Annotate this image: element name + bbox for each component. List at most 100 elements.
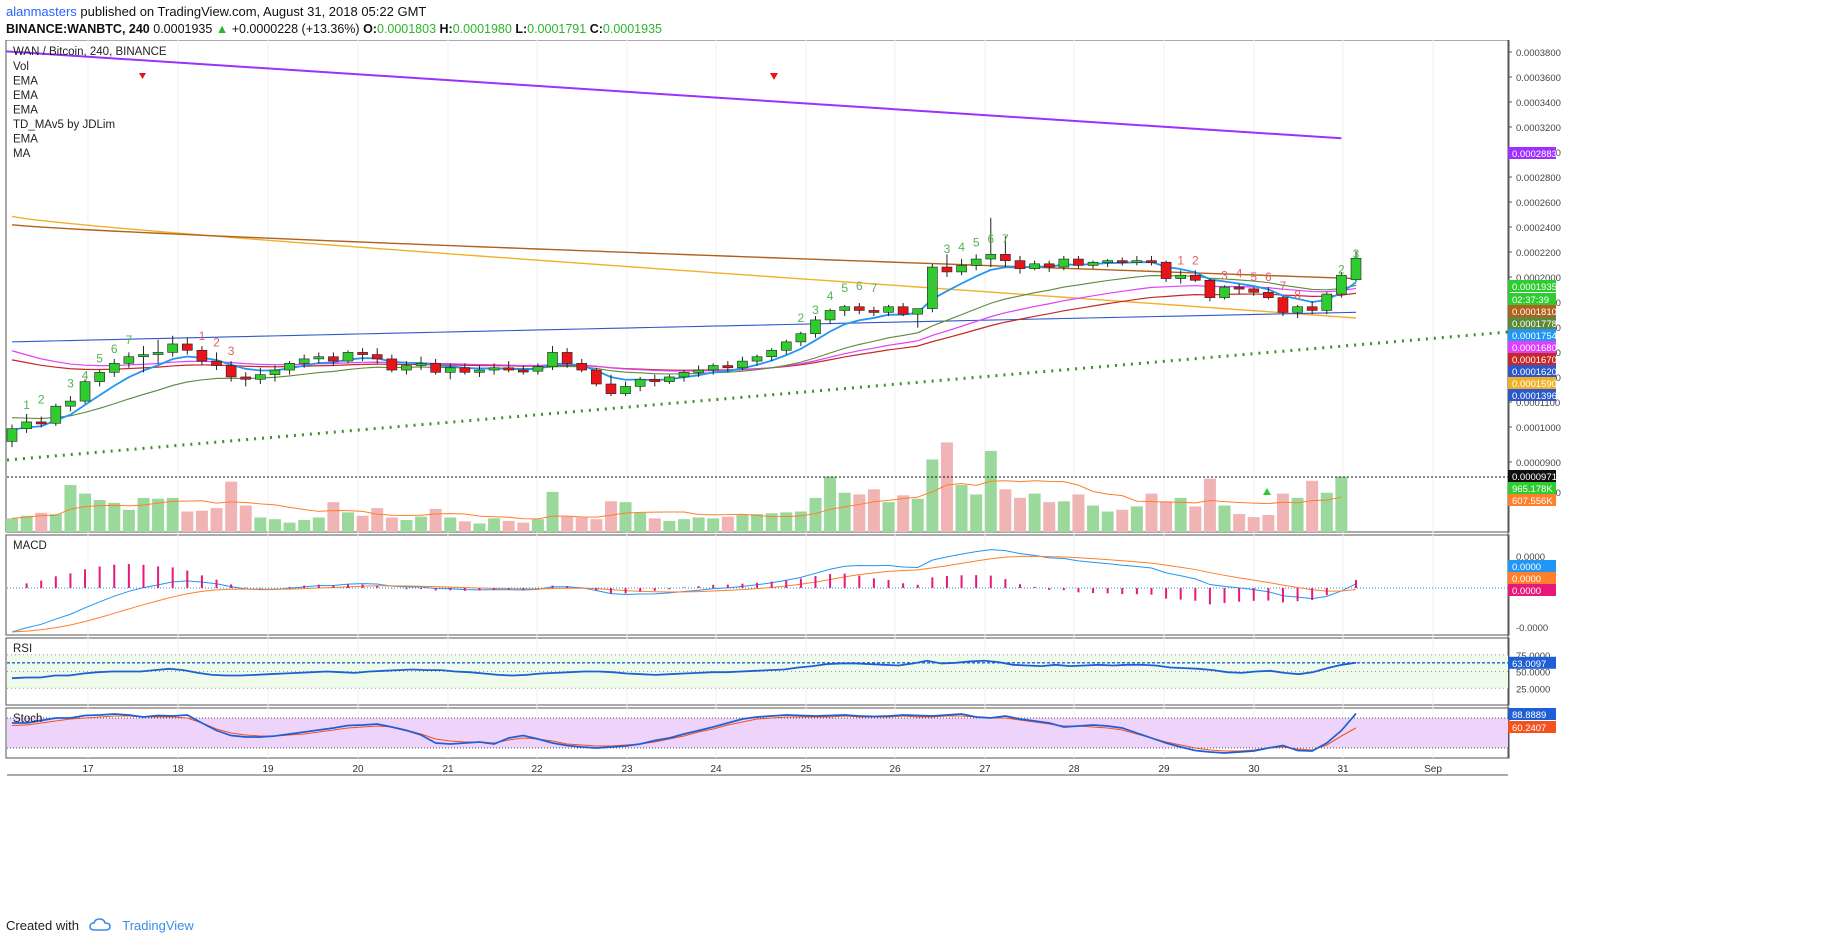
legend-item: MA	[13, 148, 31, 160]
td-count-up: 2	[798, 311, 805, 325]
volume-bar	[882, 502, 895, 532]
candle-body	[401, 365, 412, 371]
volume-bar	[517, 522, 530, 532]
volume-bar	[458, 521, 471, 532]
volume-bar	[152, 498, 165, 532]
price-badge-text: 0.0002883	[1512, 149, 1557, 160]
price-badge-text: 0.0000971	[1512, 472, 1557, 483]
volume-bar	[1160, 501, 1173, 532]
price-tick-label: 0.0000900	[1516, 458, 1561, 469]
td-count-up: 7	[126, 333, 133, 347]
volume-bar	[356, 515, 369, 532]
volume-bar	[400, 520, 413, 532]
volume-bar	[634, 512, 647, 532]
ema-purple-line	[5, 50, 1342, 140]
publish-header: alanmasters published on TradingView.com…	[6, 4, 426, 20]
rsi-badge-text: 63.0097	[1512, 659, 1546, 670]
author-link[interactable]: alanmasters	[6, 4, 77, 19]
volume-bar	[93, 500, 106, 532]
volume-bar	[648, 518, 661, 532]
candle-body	[196, 349, 208, 362]
x-tick-label: 21	[442, 764, 454, 775]
x-tick-label: Sep	[1424, 764, 1442, 775]
macd-badge	[1508, 584, 1556, 596]
volume-bar	[1028, 493, 1041, 532]
candle-body	[722, 365, 734, 369]
stoch-badge	[1508, 708, 1556, 720]
volume-bar	[1087, 505, 1100, 532]
tradingview-link[interactable]: TradingView	[122, 918, 194, 933]
candle-body	[1116, 260, 1128, 263]
price-tick-label: 0.0003200	[1516, 123, 1561, 134]
price-tick-label: 0.0002800	[1516, 173, 1561, 184]
candle-body	[941, 266, 953, 273]
volume-bar	[897, 495, 910, 532]
ema-orange-line	[11, 215, 1357, 319]
volume-bar	[502, 520, 515, 532]
td-count-up: 1	[23, 398, 30, 412]
candle-body	[444, 367, 456, 373]
tradingview-cloud-icon[interactable]	[88, 918, 111, 935]
candle-body	[342, 352, 354, 362]
candle-body	[1248, 288, 1260, 293]
td-count-up: 2	[1338, 263, 1345, 277]
candle-body	[678, 372, 690, 378]
candle-body	[532, 366, 544, 372]
candle-body	[182, 343, 193, 351]
candle-body	[620, 386, 631, 394]
candle-body	[912, 308, 924, 315]
candle-body	[854, 306, 865, 311]
up-arrow-icon: ▲	[215, 22, 229, 36]
candle-body	[94, 372, 105, 382]
stoch-k-line	[12, 712, 1357, 754]
volume-bar	[619, 502, 632, 532]
chart-area[interactable]: 17 18 19 20 21 22 23 24 25 26 27 28 29 30 31 Sep 0.00038…	[0, 39, 1828, 890]
candle-body	[298, 358, 310, 364]
price-badge	[1508, 470, 1556, 482]
td-count-down: 7	[1280, 279, 1287, 293]
created-with-text: Created with	[6, 918, 79, 933]
volume-bar	[780, 512, 793, 532]
candle-body	[50, 405, 62, 424]
low-label: L:	[515, 22, 528, 36]
candle-body	[255, 374, 266, 380]
candle-body	[518, 369, 529, 373]
price-badge-text: 0.0001810	[1512, 307, 1557, 318]
volume-bar	[385, 517, 398, 532]
price-badge	[1508, 365, 1556, 377]
stoch-band	[7, 718, 1508, 748]
volume-bar	[210, 508, 223, 532]
candle-body	[766, 349, 777, 358]
volume-bar	[35, 512, 48, 532]
x-tick-label: 22	[531, 764, 543, 775]
volume-bar	[1057, 501, 1070, 532]
volume-bar	[283, 522, 296, 532]
price-tick-label: 0.0002200	[1516, 248, 1561, 259]
candle-body	[474, 369, 485, 373]
volume-bar	[342, 512, 354, 532]
volume-bar	[736, 514, 749, 532]
volume-bar	[1218, 505, 1231, 532]
candle-body	[810, 319, 821, 335]
x-tick-label: 30	[1248, 764, 1260, 775]
price-badge-text: 0.0001754	[1512, 331, 1557, 342]
candle-body	[956, 265, 967, 273]
candle-body	[634, 378, 646, 387]
x-tick-label: 24	[710, 764, 722, 775]
volume-bar	[926, 459, 939, 532]
legend-item: EMA	[13, 90, 38, 102]
low-value: 0.0001791	[527, 22, 587, 36]
volume-bar	[298, 520, 311, 532]
footer: Created with TradingView	[6, 918, 194, 935]
volume-bar	[166, 497, 179, 532]
price-tick-label: 0.0002000	[1516, 273, 1561, 284]
chart-svg[interactable]: 17 18 19 20 21 22 23 24 25 26 27 28 29 30 31 Sep0.00038…	[0, 39, 1828, 890]
rsi-label: RSI	[13, 643, 32, 655]
volume-bar	[1233, 514, 1246, 532]
volume-bar	[751, 514, 764, 532]
candle-body	[1263, 292, 1274, 298]
x-tick-label: 31	[1337, 764, 1349, 775]
macd-label: MACD	[13, 540, 47, 552]
x-tick-label: 18	[172, 764, 184, 775]
candle-body	[371, 354, 383, 360]
